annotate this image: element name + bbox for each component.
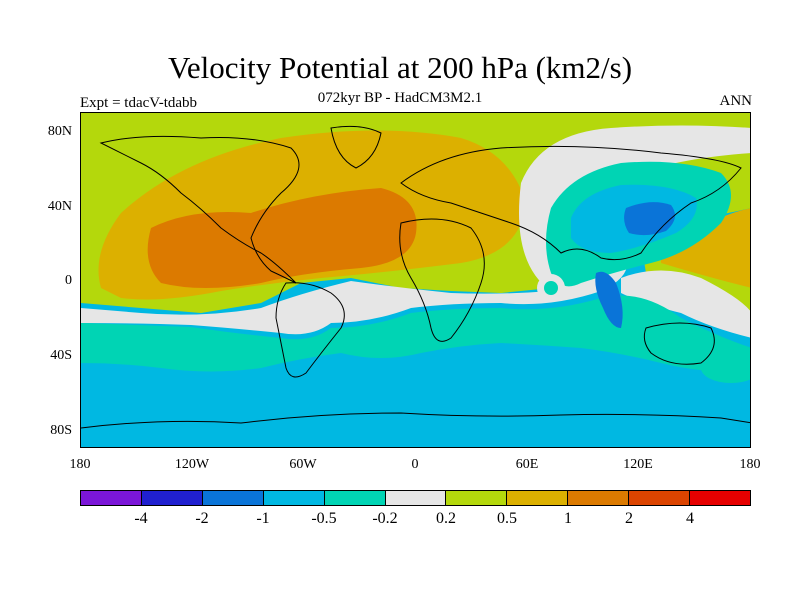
colorbar-swatch <box>141 491 203 505</box>
colorbar-label: -0.5 <box>311 510 337 527</box>
colorbar-swatch <box>385 491 447 505</box>
strong-positive-core <box>147 188 417 288</box>
colorbar-swatch <box>81 491 142 505</box>
colorbar-swatch <box>263 491 325 505</box>
map-title: Velocity Potential at 200 hPa (km2/s) <box>167 50 633 85</box>
coastlines <box>81 125 750 429</box>
lon-tick-label: 120W <box>174 457 210 472</box>
lat-tick-label: 40N <box>47 199 72 214</box>
colorbar-swatch <box>690 491 750 505</box>
colorbar-swatch <box>507 491 569 505</box>
lon-tick-label: 60E <box>515 457 539 472</box>
colorbar-swatch <box>629 491 691 505</box>
colorbar-label: -2 <box>195 510 209 527</box>
map-plot-area <box>80 112 751 448</box>
map-svg <box>81 113 750 447</box>
neutral-patch-indopacific <box>621 270 750 338</box>
season-label: ANN <box>719 93 753 109</box>
lat-tick-label: 40S <box>50 348 72 363</box>
lat-tick-label: 80S <box>50 423 72 438</box>
strong-negative-indian <box>595 271 623 328</box>
colorbar-swatch <box>446 491 508 505</box>
lon-tick-label: 180 <box>69 457 91 472</box>
lon-tick-label: 0 <box>411 457 419 472</box>
lon-tick-label: 180 <box>739 457 761 472</box>
negative-center-arabian-sea <box>544 281 558 295</box>
colorbar-label: 0.2 <box>436 510 456 527</box>
colorbar-swatch <box>324 491 386 505</box>
lat-tick-label: 0 <box>65 273 72 288</box>
colorbar-label: 0.5 <box>497 510 517 527</box>
light-negative-southpacific <box>701 353 750 383</box>
colorbar-label: 1 <box>564 510 572 527</box>
light-negative-region <box>81 295 750 373</box>
lon-tick-label: 60W <box>289 457 317 472</box>
colorbar-swatch <box>568 491 630 505</box>
experiment-label: Expt = tdacV-tdabb <box>80 95 198 111</box>
colorbar-swatch <box>202 491 264 505</box>
colorbar-label: 4 <box>686 510 694 527</box>
colorbar-label: -1 <box>256 510 270 527</box>
moderate-area-northpacific <box>661 208 750 288</box>
colorbar-label: 2 <box>625 510 633 527</box>
colorbar-label: -0.2 <box>372 510 398 527</box>
map-subtitle: 072kyr BP - HadCM3M2.1 <box>317 90 483 106</box>
lat-tick-label: 80N <box>47 124 72 139</box>
colorbar <box>80 490 751 506</box>
lon-tick-label: 120E <box>623 457 653 472</box>
colorbar-label: -4 <box>134 510 148 527</box>
